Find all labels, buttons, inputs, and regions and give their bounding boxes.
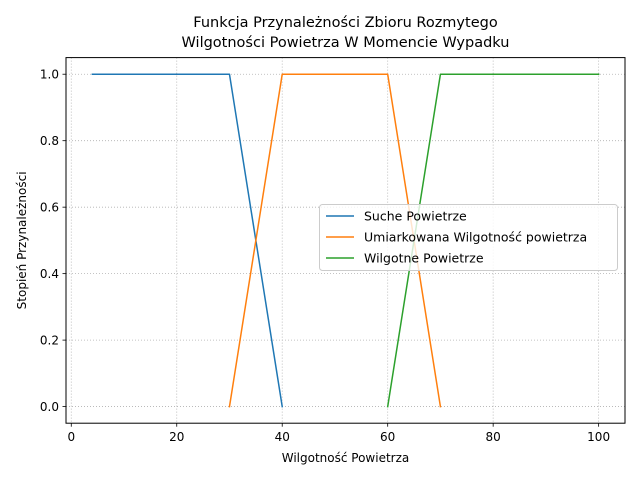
plot-area-frame: [65, 57, 626, 424]
x-tick-label-5: 100: [587, 430, 610, 444]
x-axis-ticks: 0 20 40 60 80 100: [67, 423, 610, 444]
y-tick-label-5: 1.0: [40, 68, 59, 82]
series-line-0: [91, 73, 284, 408]
legend-label-umiarkowana: Umiarkowana Wilgotność powietrza: [364, 230, 587, 245]
series-line-2: [386, 73, 600, 408]
x-tick-label-2: 40: [275, 430, 290, 444]
legend-label-suche: Suche Powietrze: [364, 209, 467, 224]
x-axis-label: Wilgotność Powietrza: [282, 451, 410, 465]
y-tick-label-4: 0.8: [40, 134, 59, 148]
chart-title-line-1: Funkcja Przynależności Zbioru Rozmytego: [193, 15, 498, 31]
y-axis-ticks: 0.0 0.2 0.4 0.6 0.8 1.0: [40, 68, 66, 414]
x-tick-label-4: 80: [486, 430, 501, 444]
y-tick-label-0: 0.0: [40, 400, 59, 414]
y-tick-label-2: 0.4: [40, 267, 59, 281]
y-axis-label: Stopień Przynależności: [15, 171, 29, 309]
chart-title-line-2: Wilgotności Powietrza W Momencie Wypadku: [182, 35, 510, 51]
legend-label-wilgotne: Wilgotne Powietrze: [364, 251, 484, 266]
x-tick-label-3: 60: [380, 430, 395, 444]
legend-box: [319, 204, 618, 271]
x-tick-label-1: 20: [169, 430, 184, 444]
y-tick-label-3: 0.6: [40, 201, 59, 215]
x-tick-label-0: 0: [67, 430, 75, 444]
legend: Suche Powietrze Umiarkowana Wilgotność p…: [319, 204, 618, 271]
y-tick-label-1: 0.2: [40, 334, 59, 348]
